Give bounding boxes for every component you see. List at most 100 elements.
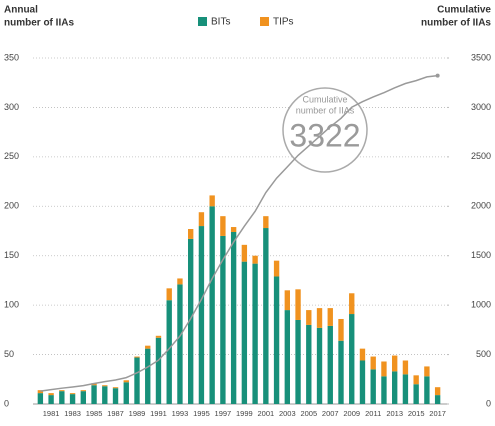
bar	[166, 300, 172, 404]
bar	[284, 290, 290, 311]
bar	[327, 325, 333, 404]
bar	[134, 356, 140, 358]
bar	[145, 345, 151, 349]
bar	[263, 228, 269, 404]
bar	[188, 229, 194, 239]
line-end	[435, 73, 440, 78]
bar	[349, 293, 355, 315]
x-tick-label: 2015	[408, 409, 425, 418]
x-tick-label: 1997	[215, 409, 232, 418]
bar	[381, 361, 387, 377]
bar	[359, 348, 366, 361]
x-tick-label: 1981	[43, 409, 60, 418]
y2-axis-title: number of IIAs	[421, 18, 491, 29]
bar	[177, 278, 183, 285]
bar	[102, 385, 108, 387]
x-tick-label: 2001	[257, 409, 274, 418]
bar	[434, 387, 441, 396]
bar	[338, 340, 344, 404]
bar	[402, 374, 409, 404]
bar	[155, 335, 162, 338]
y2-tick-label: 2500	[471, 151, 491, 161]
bar	[402, 360, 409, 375]
x-tick-label: 1983	[64, 409, 81, 418]
annotation-label: Cumulative	[302, 94, 347, 104]
bar	[220, 235, 226, 404]
x-tick-label: 2009	[343, 409, 360, 418]
bar	[241, 244, 248, 262]
bar	[59, 391, 65, 404]
bar	[155, 337, 162, 404]
x-tick-label: 2005	[300, 409, 317, 418]
bar	[134, 357, 140, 404]
bar	[413, 375, 419, 385]
bar	[220, 216, 226, 236]
legend-label: TIPs	[273, 17, 294, 28]
bar	[252, 263, 258, 404]
bar	[69, 394, 76, 404]
y2-tick-label: 3000	[471, 102, 491, 112]
bar	[145, 348, 151, 404]
y-tick-label: 300	[4, 102, 19, 112]
bar	[295, 289, 301, 320]
x-tick-label: 1991	[150, 409, 167, 418]
bar	[188, 238, 194, 404]
bar	[241, 261, 248, 404]
bar	[48, 395, 54, 404]
y2-axis-title: Cumulative	[437, 5, 491, 16]
bar	[198, 226, 205, 404]
bar	[59, 390, 65, 392]
x-tick-label: 2007	[322, 409, 339, 418]
bar	[123, 382, 129, 404]
bar	[102, 386, 108, 404]
y-tick-label: 100	[4, 300, 19, 310]
x-tick-label: 1999	[236, 409, 253, 418]
x-tick-label: 1985	[86, 409, 103, 418]
line	[40, 74, 438, 392]
x-tick-label: 1989	[129, 409, 146, 418]
y-tick-label: 350	[4, 52, 19, 62]
bar	[177, 284, 183, 404]
bar	[424, 366, 430, 377]
y-tick-label: 150	[4, 250, 19, 260]
annotation-value: 3322	[289, 117, 360, 153]
y-tick-label: 0	[4, 398, 9, 408]
y-axis-title: Annual	[4, 5, 38, 16]
bar	[370, 356, 376, 370]
y-axis-title: number of IIAs	[4, 18, 74, 29]
bar	[424, 376, 430, 404]
y2-tick-label: 500	[476, 349, 491, 359]
bar	[316, 308, 323, 328]
legend-swatch	[260, 17, 269, 26]
bar	[230, 227, 237, 232]
bar	[123, 380, 129, 383]
bar	[434, 395, 441, 404]
x-tick-label: 2011	[365, 409, 381, 418]
x-tick-label: 1995	[193, 409, 210, 418]
bar	[48, 393, 54, 396]
bar	[252, 255, 258, 264]
bar	[263, 216, 269, 229]
bar	[209, 206, 215, 404]
bar	[370, 369, 376, 404]
x-tick-label: 2003	[279, 409, 296, 418]
y2-tick-label: 1000	[471, 300, 491, 310]
y-tick-label: 250	[4, 151, 19, 161]
bar	[327, 308, 333, 326]
bar	[349, 314, 355, 404]
bar	[306, 310, 312, 325]
bar	[273, 276, 280, 404]
bar	[316, 327, 323, 404]
bar	[209, 195, 215, 207]
x-tick-label: 2013	[386, 409, 403, 418]
bar	[80, 391, 86, 404]
bar	[69, 393, 76, 395]
bar	[80, 390, 86, 392]
bar	[166, 288, 172, 301]
x-tick-label: 1987	[107, 409, 124, 418]
legend-label: BITs	[211, 17, 230, 28]
bar	[359, 360, 366, 404]
y2-tick-label: 2000	[471, 201, 491, 211]
y2-tick-label: 1500	[471, 250, 491, 260]
